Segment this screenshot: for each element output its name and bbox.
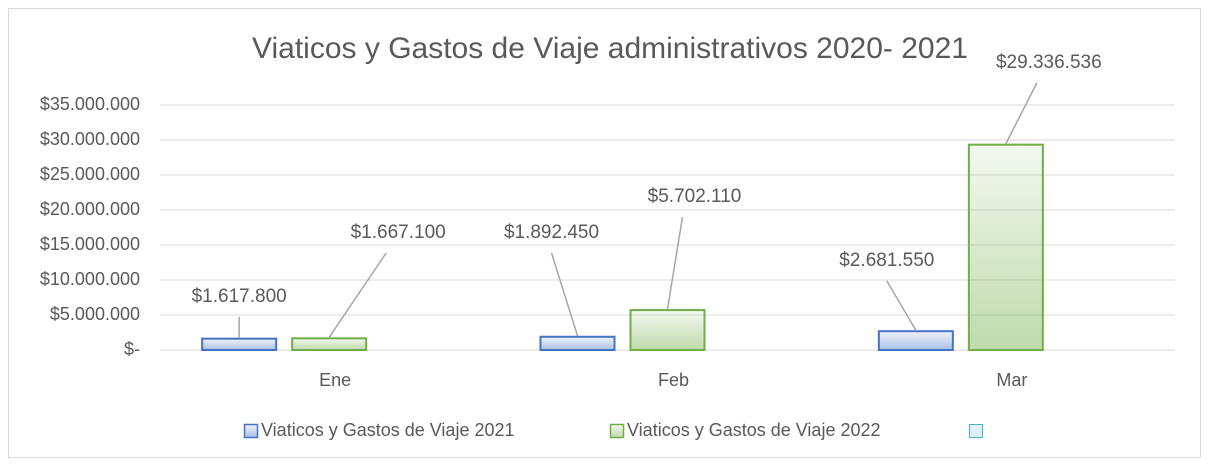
- y-tick-label: $-: [124, 339, 140, 359]
- bar: [201, 337, 278, 352]
- y-tick-label: $10.000.000: [40, 269, 140, 289]
- data-label: $1.892.450: [504, 222, 599, 243]
- data-label: $2.681.550: [839, 250, 934, 271]
- leader-line: [886, 280, 917, 331]
- bar: [877, 330, 954, 352]
- y-tick-label: $5.000.000: [50, 304, 140, 324]
- bar: [629, 309, 706, 352]
- x-tick-label: Mar: [996, 370, 1027, 390]
- data-label: $29.336.536: [996, 52, 1102, 73]
- data-label: $5.702.110: [648, 186, 742, 207]
- y-tick-label: $15.000.000: [40, 234, 140, 254]
- x-tick-label: Ene: [319, 370, 351, 390]
- leader-line: [666, 216, 684, 310]
- chart-title: Viaticos y Gastos de Viaje administrativ…: [252, 32, 968, 65]
- legend-swatch: [243, 423, 259, 439]
- bar: [539, 335, 616, 351]
- legend-label: Viaticos y Gastos de Viaje 2021: [261, 420, 515, 440]
- x-tick-label: Feb: [658, 370, 689, 390]
- y-tick-label: $20.000.000: [40, 199, 140, 219]
- data-label: $1.617.800: [192, 286, 287, 307]
- y-tick-label: $25.000.000: [40, 164, 140, 184]
- legend-label: Viaticos y Gastos de Viaje 2022: [627, 420, 881, 440]
- bar: [291, 337, 368, 351]
- y-tick-label: $30.000.000: [40, 129, 140, 149]
- data-label: $1.667.100: [351, 222, 446, 243]
- y-tick-label: $35.000.000: [40, 94, 140, 114]
- leader-line: [328, 252, 387, 338]
- leader-line: [550, 252, 579, 336]
- legend-swatch: [609, 423, 625, 439]
- bar: [967, 143, 1044, 351]
- legend-swatch: [969, 424, 983, 438]
- leader-line: [1005, 82, 1038, 144]
